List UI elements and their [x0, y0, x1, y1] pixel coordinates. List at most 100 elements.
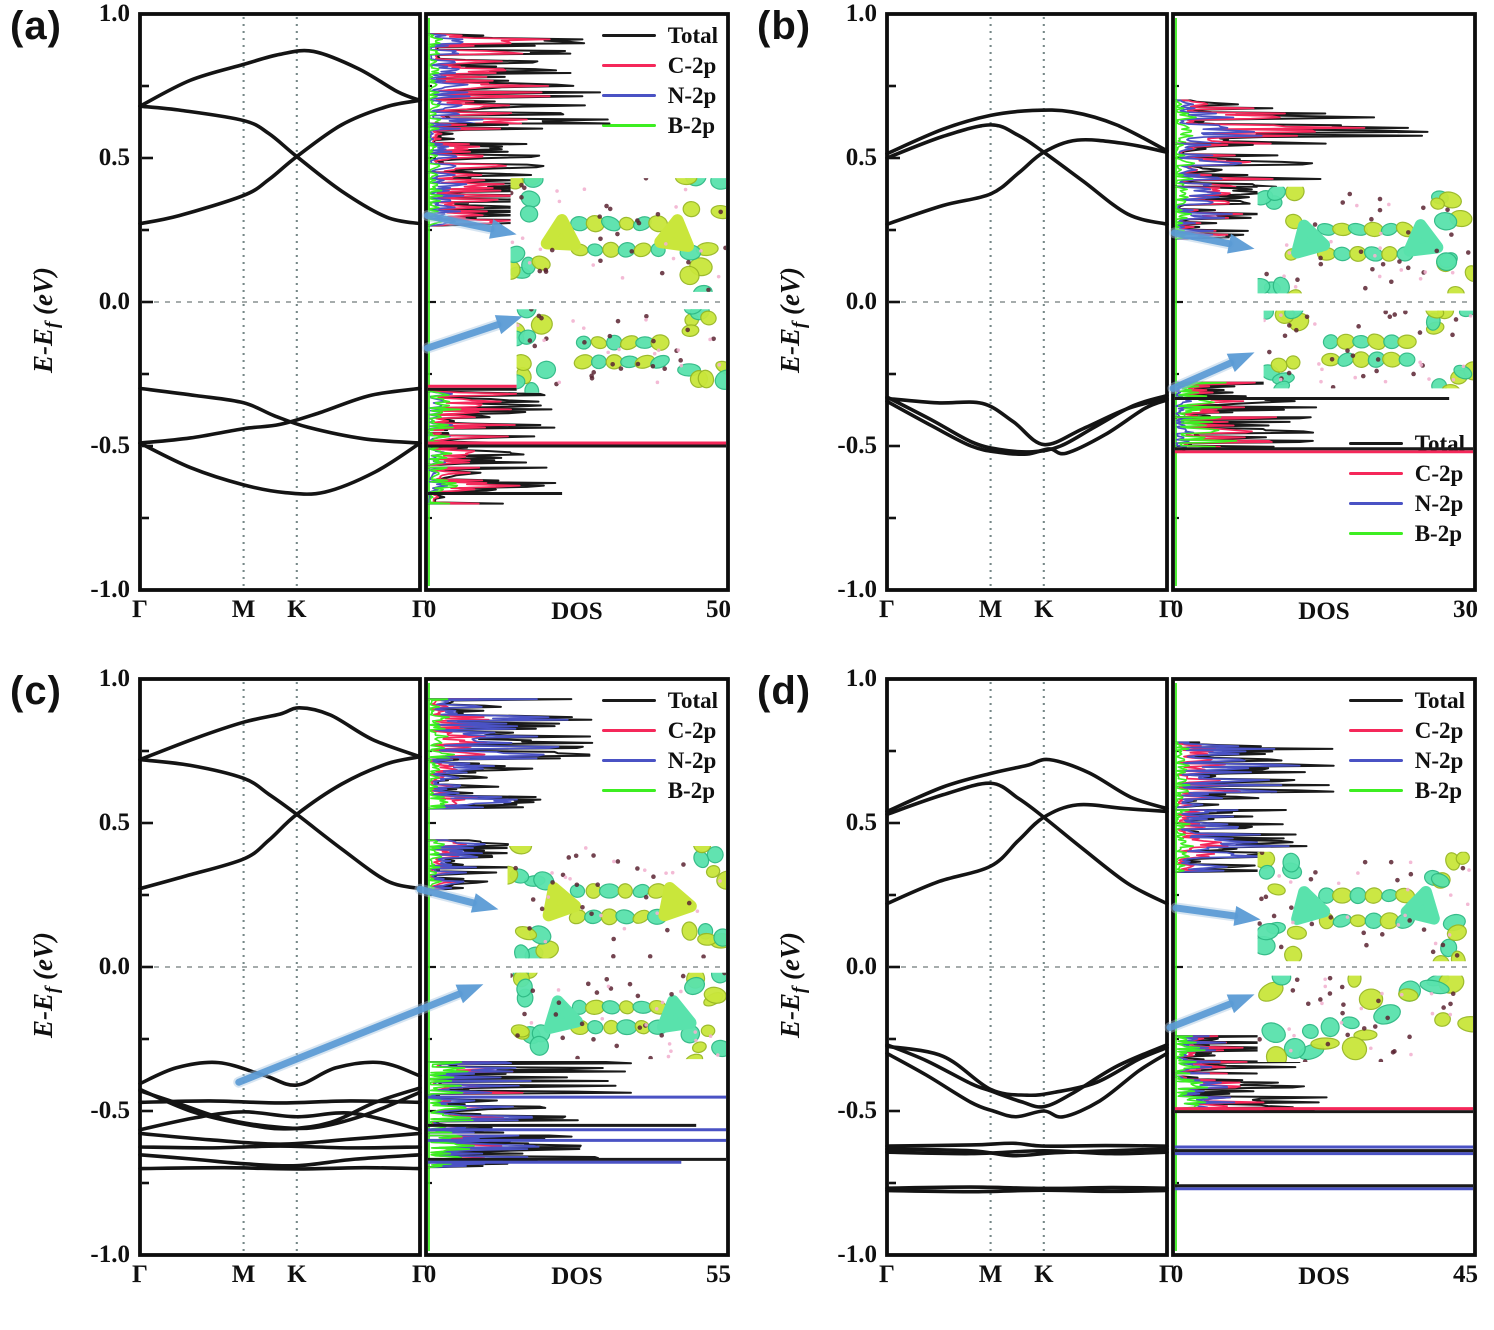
band-curve [138, 705, 422, 762]
legend-label: Total [667, 688, 718, 713]
inset-pointer-arrow [233, 984, 484, 1088]
band-curve [138, 1099, 422, 1105]
charge-density-inset [1263, 310, 1473, 389]
y-tick-label: 0.5 [98, 144, 130, 171]
k-tick-label: K [1034, 596, 1054, 623]
band-curve [885, 757, 1169, 814]
k-tick-label: Γ [412, 596, 428, 623]
legend-line-sample [601, 728, 656, 733]
legend-item: C-2p [1348, 719, 1465, 742]
panel-b: (b) E-Ef (eV) 1.0 0.5 0.0 -0.5 -1.0 Γ M K Γ 0 DOS 30… [747, 0, 1494, 665]
band-curve [138, 1165, 422, 1171]
inset-pointer-arrow [1170, 902, 1261, 926]
dos-curves [1175, 683, 1473, 1251]
k-tick-label: M [978, 596, 1003, 623]
band-structure-curves [885, 108, 1169, 457]
k-tick-label: Γ [132, 596, 148, 623]
legend-label: B-2p [667, 113, 716, 138]
band-curve [885, 1148, 1169, 1156]
panel-plot-svg [138, 677, 730, 1257]
legend-item: B-2p [601, 113, 718, 138]
inset-pointer-arrow [422, 315, 523, 354]
dos-legend: Total C-2p N-2p B-2p [1348, 689, 1465, 803]
legend-line-sample [601, 93, 656, 98]
panel-label-a: (a) [10, 4, 62, 48]
legend-label: C-2p [1414, 461, 1464, 486]
band-curve [885, 1185, 1169, 1191]
legend-label: B-2p [1414, 778, 1463, 803]
dos-axis-label: DOS [551, 1263, 603, 1290]
dos-legend: Total C-2p N-2p B-2p [601, 688, 718, 803]
dos-zero-label: 0 [1170, 596, 1184, 623]
y-tick-label: 1.0 [845, 665, 877, 692]
dos-plot-frame [1171, 12, 1477, 592]
legend-label: N-2p [667, 748, 717, 773]
dos-zero-label: 0 [423, 1261, 437, 1288]
y-tick-label: -0.5 [90, 1097, 130, 1124]
band-curve [138, 754, 422, 891]
panel-label-c: (c) [10, 669, 62, 713]
k-tick-label: K [287, 1261, 307, 1288]
k-tick-label: Γ [132, 1261, 148, 1288]
legend-line-sample [1348, 788, 1403, 793]
band-curve [885, 1044, 1169, 1098]
charge-density-inset [1257, 186, 1473, 294]
band-curve [885, 1141, 1169, 1149]
inset-pointer-arrow [414, 883, 499, 913]
band-curve [885, 393, 1169, 454]
panel-a: (a) E-Ef (eV) 1.0 0.5 0.0 -0.5 -1.0 Γ M K Γ 0 DOS 50… [0, 0, 747, 665]
legend-item: Total [1348, 689, 1465, 712]
inset-pointer-arrow [1164, 994, 1255, 1033]
panel-label-b: (b) [757, 4, 812, 48]
y-tick-label: 0.5 [98, 809, 130, 836]
k-tick-label: M [978, 1261, 1003, 1288]
y-tick-label: 1.0 [98, 0, 130, 27]
dos-plot-frame [1171, 677, 1477, 1257]
panel-plot-svg [885, 12, 1477, 592]
y-tick-label: 0.5 [845, 144, 877, 171]
band-curve [138, 386, 422, 445]
charge-density-inset [1257, 975, 1473, 1063]
band-plot-frame [138, 677, 422, 1257]
dos-plot-frame [424, 677, 730, 1257]
legend-label: Total [667, 23, 718, 48]
band-curve [138, 386, 422, 445]
y-tick-label: 0.0 [98, 953, 130, 980]
band-curve [885, 108, 1169, 156]
legend-item: Total [601, 23, 718, 48]
charge-density-inset [1257, 851, 1473, 962]
k-tick-label: K [287, 596, 307, 623]
band-curve [138, 1110, 422, 1132]
band-curve [885, 1188, 1169, 1194]
legend-item: C-2p [601, 718, 718, 743]
dos-axis-label: DOS [1298, 598, 1350, 625]
legend-line-sample [601, 788, 656, 793]
y-tick-label: -1.0 [90, 576, 130, 603]
k-tick-label: M [231, 1261, 256, 1288]
k-tick-label: Γ [412, 1261, 428, 1288]
y-tick-label: 0.0 [845, 953, 877, 980]
band-curve [138, 757, 422, 891]
band-curve [138, 48, 422, 108]
legend-label: N-2p [1414, 748, 1464, 773]
y-tick-label: 1.0 [98, 665, 130, 692]
band-curve [138, 98, 422, 226]
charge-density-inset [510, 178, 726, 292]
band-curve [138, 1060, 422, 1087]
dos-curves [427, 18, 726, 586]
legend-item: B-2p [601, 778, 718, 803]
band-curve [885, 1147, 1169, 1158]
legend-line-sample [1348, 531, 1403, 536]
dos-curves [428, 683, 726, 1251]
legend-label: C-2p [667, 718, 717, 743]
k-tick-label: Γ [1159, 1261, 1175, 1288]
panel-plot-svg [138, 12, 730, 592]
band-curve [138, 441, 422, 496]
legend-label: B-2p [667, 778, 716, 803]
k-tick-label: Γ [879, 1261, 895, 1288]
legend-item: C-2p [601, 54, 718, 77]
dos-max-label: 50 [706, 596, 731, 623]
legend-line-sample [601, 33, 656, 38]
inset-pointer-arrow [1169, 227, 1255, 254]
y-tick-label: -1.0 [837, 576, 877, 603]
